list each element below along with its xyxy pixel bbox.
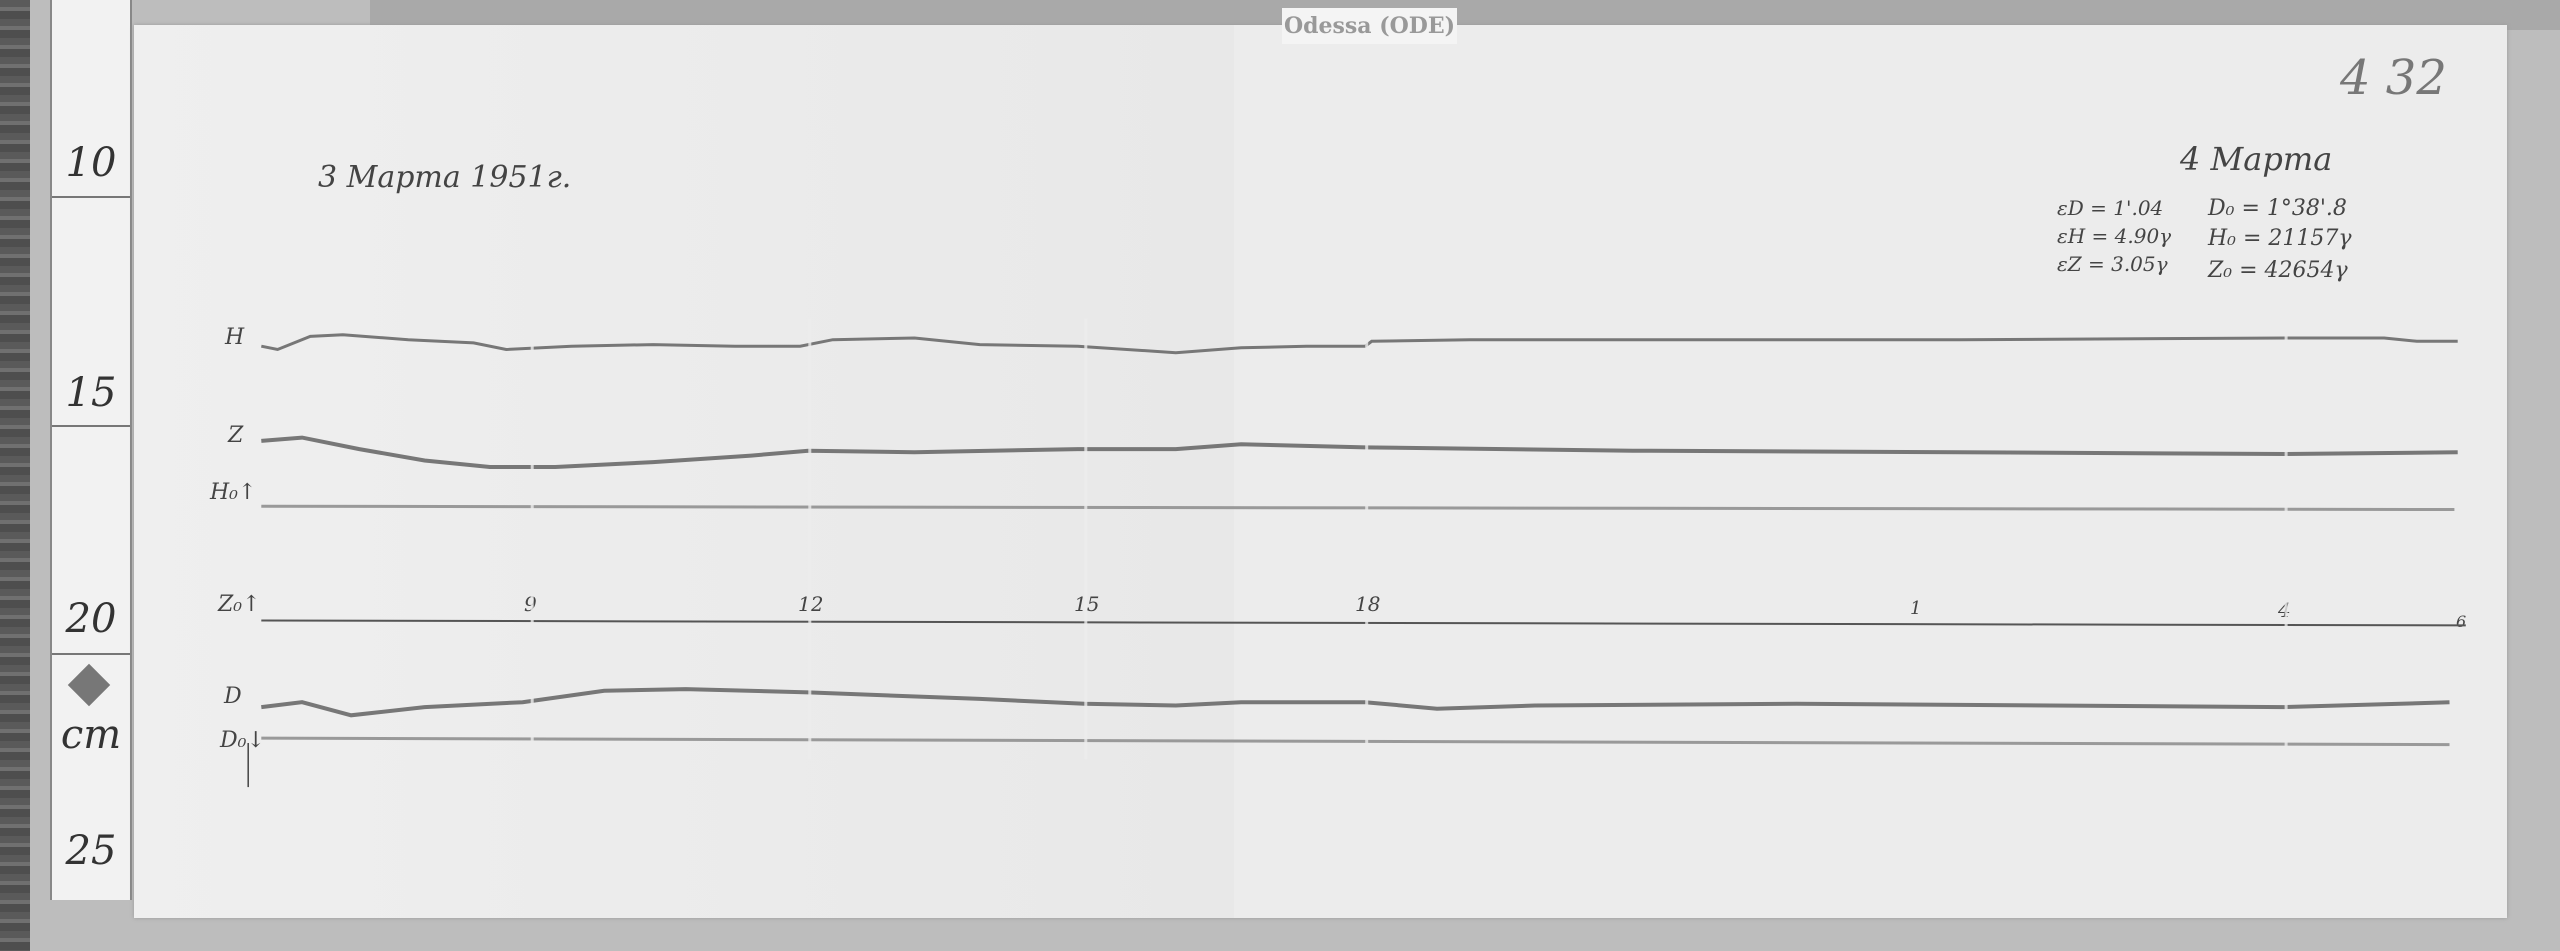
ruler-mark: 10: [65, 140, 117, 186]
base-H0: H₀ = 21157γ: [2208, 226, 2352, 251]
hour-mark: 6: [2456, 612, 2467, 631]
baseline-D0: [261, 736, 2450, 747]
time-break-mark: [808, 318, 812, 760]
trace-H: [261, 333, 2458, 355]
trace-label-H0: H₀↑: [210, 480, 257, 505]
trace-label-D0: D₀↓: [220, 728, 265, 753]
time-break-mark: [2284, 318, 2288, 760]
trace-label-Z: Z: [228, 423, 244, 448]
trace-label-H: H: [225, 325, 245, 350]
ruler-unit: cm: [60, 712, 122, 758]
scale-eD: εD = 1'.04: [2057, 196, 2164, 220]
trace-Z: [261, 435, 2458, 469]
time-break-mark: [1365, 318, 1369, 760]
ruler-mark: 20: [65, 596, 117, 642]
ruler-divider: [52, 653, 130, 655]
ruler-mark: 25: [65, 828, 117, 874]
date-end: 4 Марта: [2180, 140, 2333, 178]
cm-ruler: 10 15 20 cm 25: [50, 0, 132, 900]
scale-eH: εH = 4.90γ: [2057, 224, 2172, 248]
sheet-number: 4 32: [2340, 50, 2447, 106]
base-Z0: Z₀ = 42654γ: [2208, 258, 2348, 283]
time-break-mark: [530, 318, 534, 760]
hour-mark: 1: [1910, 598, 1922, 619]
baseline-H0: [261, 504, 2455, 511]
baseline-Z0: [261, 619, 2466, 627]
ruler-divider: [52, 425, 130, 427]
trace-label-D: D: [224, 684, 242, 709]
sheet-shading: [134, 25, 1234, 918]
station-label: Odessa (ODE): [1282, 8, 1457, 44]
ruler-mark: 15: [65, 370, 117, 416]
date-start: 3 Марта 1951г.: [318, 160, 572, 195]
trace-label-Z0: Z₀↑: [218, 592, 261, 617]
ruler-divider: [52, 196, 130, 198]
trace-D: [261, 687, 2450, 718]
time-break-mark: [1084, 318, 1088, 760]
scale-eZ: εZ = 3.05γ: [2057, 252, 2168, 276]
base-D0: D₀ = 1°38'.8: [2208, 196, 2347, 221]
